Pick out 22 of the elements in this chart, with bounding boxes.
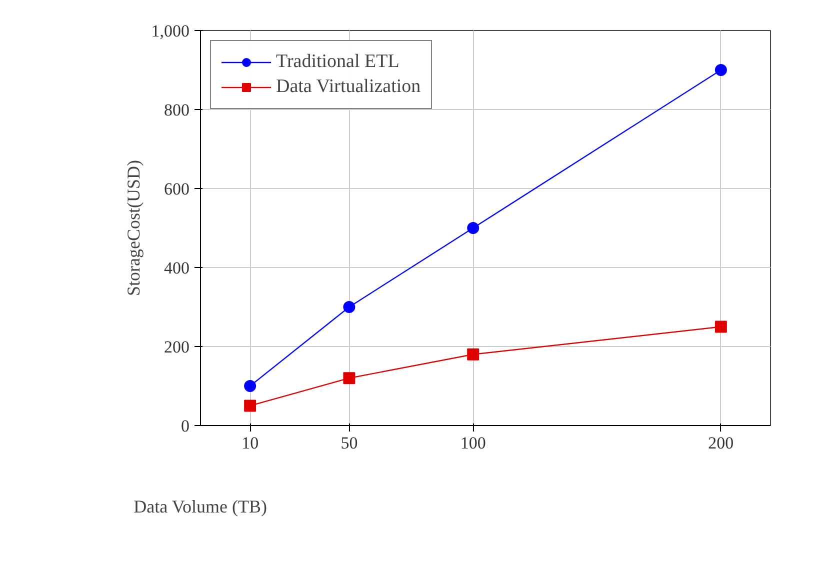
point: [467, 222, 480, 234]
point: [244, 400, 256, 412]
y-axis-title: StorageCost(USD): [123, 160, 144, 296]
legend-label: Data Virtualization: [276, 76, 421, 98]
y-tick-label: 600: [164, 180, 190, 198]
y-tick-label: 400: [164, 258, 190, 278]
x-tick-label: 10: [242, 434, 259, 452]
point: [343, 301, 356, 313]
point: [244, 380, 256, 392]
y-tick-label: 200: [164, 338, 190, 356]
x-tick-label: 200: [708, 434, 734, 452]
point: [467, 348, 480, 360]
point: [343, 372, 356, 384]
y-tick-label: 800: [164, 100, 190, 120]
y-tick-label: 0: [181, 416, 190, 436]
point: [714, 320, 727, 333]
point: [714, 64, 727, 76]
x-tick-label: 50: [340, 434, 358, 452]
legend-label: Traditional ETL: [276, 51, 400, 73]
x-tick-label: 100: [460, 434, 486, 452]
x-axis-title: Data Volume (TB): [134, 496, 267, 516]
y-tick-label: 1,000: [151, 22, 190, 40]
